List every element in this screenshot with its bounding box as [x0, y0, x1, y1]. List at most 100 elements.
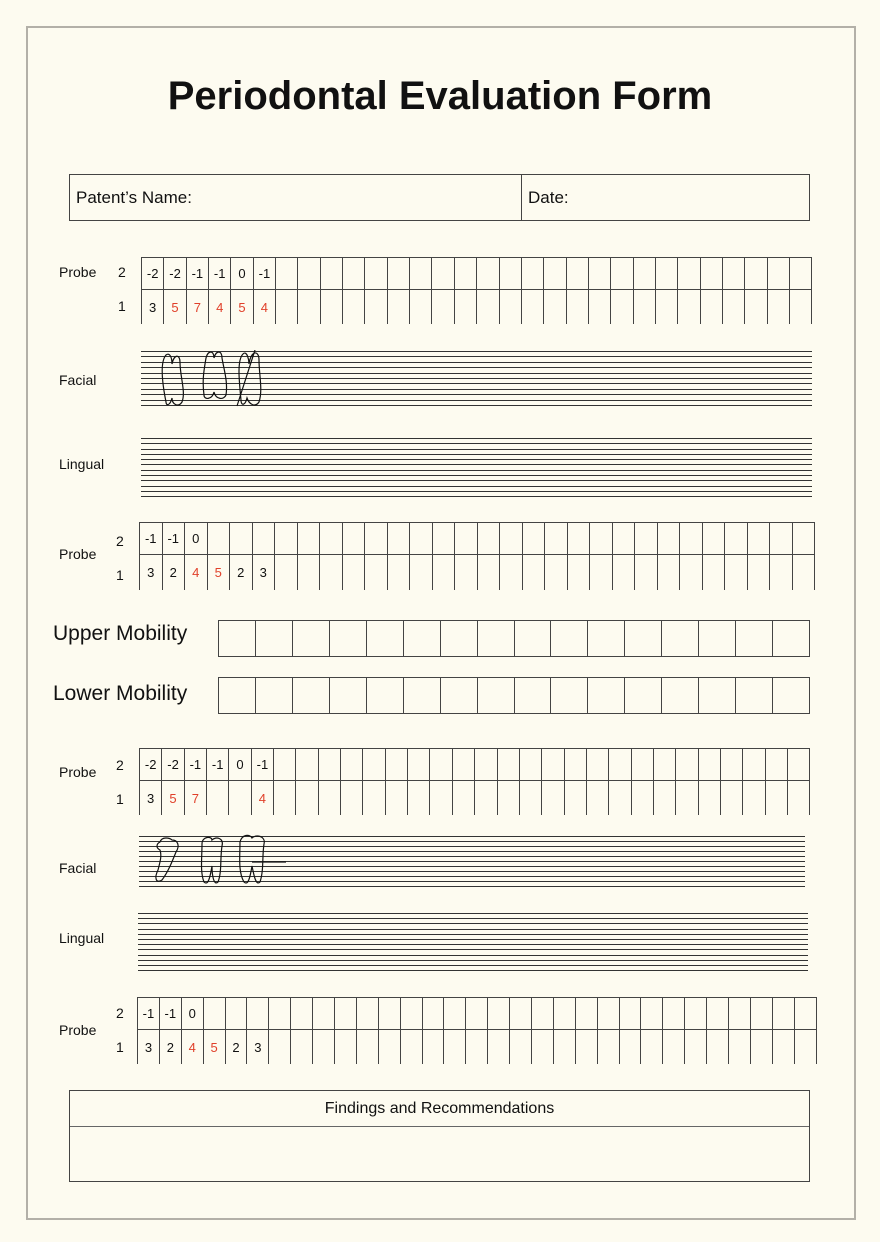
- probe-cell[interactable]: [729, 998, 751, 1029]
- mobility-cell[interactable]: [293, 621, 330, 656]
- probe-cell[interactable]: [611, 258, 634, 289]
- probe-cell[interactable]: [676, 781, 699, 815]
- probe-cell[interactable]: [433, 523, 455, 554]
- mobility-cell[interactable]: [736, 678, 774, 713]
- probe-cell[interactable]: 0: [231, 258, 254, 289]
- probe-cell[interactable]: 5: [164, 290, 187, 324]
- probe-cell[interactable]: [680, 523, 703, 554]
- probe-cell[interactable]: [598, 998, 620, 1029]
- probe-cell[interactable]: [723, 290, 746, 324]
- probe-cell[interactable]: 5: [208, 555, 230, 590]
- probe-cell[interactable]: [576, 1030, 598, 1064]
- probe-cell[interactable]: [453, 749, 476, 780]
- probe-cell[interactable]: [313, 1030, 336, 1064]
- probe-cell[interactable]: [296, 749, 319, 780]
- probe-cell[interactable]: [590, 523, 613, 554]
- mobility-cell[interactable]: [588, 678, 626, 713]
- probe-cell[interactable]: [542, 749, 565, 780]
- probe-cell[interactable]: [388, 523, 410, 554]
- probe-cell[interactable]: 0: [182, 998, 204, 1029]
- probe-cell[interactable]: 0: [185, 523, 208, 554]
- probe-cell[interactable]: [386, 749, 409, 780]
- probe-cell[interactable]: [654, 749, 677, 780]
- probe-cell[interactable]: [335, 1030, 357, 1064]
- probe-cell[interactable]: [565, 749, 587, 780]
- probe-cell[interactable]: [795, 1030, 817, 1064]
- probe-cell[interactable]: [522, 290, 545, 324]
- probe-cell[interactable]: [793, 555, 815, 590]
- probe-cell[interactable]: [423, 998, 445, 1029]
- probe-cell[interactable]: [641, 1030, 664, 1064]
- mobility-cell[interactable]: [478, 678, 515, 713]
- probe-cell[interactable]: [699, 749, 721, 780]
- probe-cell[interactable]: [455, 523, 478, 554]
- probe-cell[interactable]: [498, 749, 520, 780]
- probe-cell[interactable]: 7: [185, 781, 208, 815]
- probe-cell[interactable]: [788, 781, 811, 815]
- probe-cell[interactable]: [226, 998, 248, 1029]
- probe-cell[interactable]: [685, 998, 708, 1029]
- mobility-cell[interactable]: [625, 678, 663, 713]
- probe-cell[interactable]: [275, 523, 298, 554]
- probe-cell[interactable]: [611, 290, 634, 324]
- probe-cell[interactable]: [748, 555, 770, 590]
- probe-cell[interactable]: [478, 523, 500, 554]
- probe-cell[interactable]: [589, 258, 612, 289]
- probe-cell[interactable]: [773, 1030, 795, 1064]
- probe-cell[interactable]: [500, 258, 522, 289]
- probe-cell[interactable]: [766, 781, 788, 815]
- probe-cell[interactable]: -1: [160, 998, 182, 1029]
- mobility-cell[interactable]: [367, 621, 404, 656]
- probe-cell[interactable]: [477, 258, 500, 289]
- date-field[interactable]: Date:: [522, 175, 809, 220]
- probe-cell[interactable]: [635, 555, 658, 590]
- mobility-cell[interactable]: [478, 621, 515, 656]
- probe-cell[interactable]: [276, 290, 299, 324]
- probe-cell[interactable]: [520, 781, 543, 815]
- mobility-cell[interactable]: [736, 621, 774, 656]
- probe-cell[interactable]: [658, 523, 680, 554]
- probe-cell[interactable]: [363, 749, 386, 780]
- probe-cell[interactable]: [319, 749, 342, 780]
- probe-cell[interactable]: [613, 555, 635, 590]
- probe-cell[interactable]: [444, 1030, 467, 1064]
- probe-cell[interactable]: [707, 998, 730, 1029]
- probe-cell[interactable]: [207, 781, 230, 815]
- mobility-cell[interactable]: [662, 678, 700, 713]
- mobility-cell[interactable]: [219, 621, 256, 656]
- probe-cell[interactable]: [365, 523, 388, 554]
- probe-cell[interactable]: [565, 781, 587, 815]
- probe-cell[interactable]: [335, 998, 357, 1029]
- probe-cell[interactable]: [296, 781, 319, 815]
- probe-cell[interactable]: [365, 290, 388, 324]
- probe-cell[interactable]: [589, 290, 612, 324]
- probe-cell[interactable]: -1: [163, 523, 185, 554]
- probe-cell[interactable]: 2: [160, 1030, 182, 1064]
- probe-cell[interactable]: [298, 290, 321, 324]
- patient-name-field[interactable]: Patent’s Name:: [70, 175, 522, 220]
- probe-cell[interactable]: [658, 555, 680, 590]
- probe-cell[interactable]: [321, 258, 344, 289]
- probe-cell[interactable]: [357, 998, 379, 1029]
- probe-cell[interactable]: [634, 258, 656, 289]
- probe-cell[interactable]: [663, 998, 686, 1029]
- probe-cell[interactable]: [701, 258, 723, 289]
- probe-cell[interactable]: [554, 998, 576, 1029]
- mobility-cell[interactable]: [699, 621, 737, 656]
- probe-cell[interactable]: [793, 523, 815, 554]
- probe-cell[interactable]: [554, 1030, 576, 1064]
- probe-cell[interactable]: [743, 781, 766, 815]
- mobility-cell[interactable]: [330, 678, 367, 713]
- mobility-cell[interactable]: [330, 621, 367, 656]
- probe-cell[interactable]: [788, 749, 811, 780]
- probe-cell[interactable]: [341, 749, 364, 780]
- probe-cell[interactable]: 3: [253, 555, 275, 590]
- mobility-cell[interactable]: [551, 621, 589, 656]
- probe-cell[interactable]: 3: [247, 1030, 270, 1064]
- probe-cell[interactable]: [388, 258, 411, 289]
- probe-cell[interactable]: [466, 1030, 489, 1064]
- probe-cell[interactable]: [568, 523, 590, 554]
- probe-cell[interactable]: [768, 290, 790, 324]
- probe-cell[interactable]: [609, 781, 632, 815]
- probe-cell[interactable]: [676, 749, 699, 780]
